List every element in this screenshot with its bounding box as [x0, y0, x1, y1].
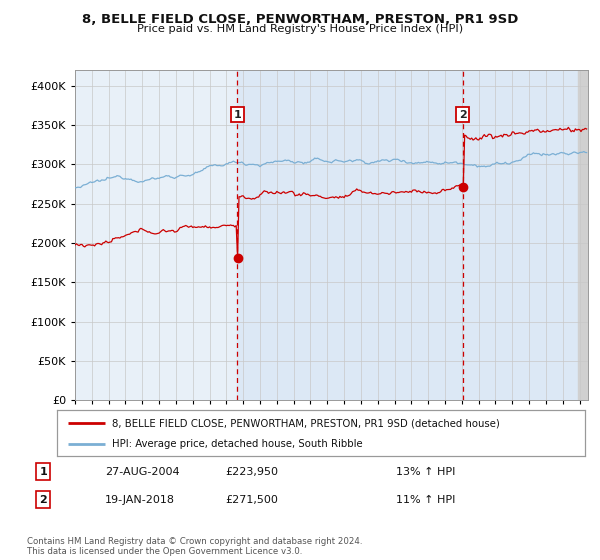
Text: 1: 1	[40, 466, 47, 477]
Text: £223,950: £223,950	[226, 466, 278, 477]
Text: 27-AUG-2004: 27-AUG-2004	[105, 466, 179, 477]
Text: 2: 2	[40, 494, 47, 505]
Bar	[75, 70, 238, 400]
Text: Contains HM Land Registry data © Crown copyright and database right 2024.
This d: Contains HM Land Registry data © Crown c…	[27, 536, 362, 556]
Text: 2: 2	[459, 110, 467, 120]
Text: 8, BELLE FIELD CLOSE, PENWORTHAM, PRESTON, PR1 9SD: 8, BELLE FIELD CLOSE, PENWORTHAM, PRESTO…	[82, 13, 518, 26]
Text: 8, BELLE FIELD CLOSE, PENWORTHAM, PRESTON, PR1 9SD (detached house): 8, BELLE FIELD CLOSE, PENWORTHAM, PRESTO…	[112, 418, 500, 428]
Text: 11% ↑ HPI: 11% ↑ HPI	[396, 494, 455, 505]
Text: £271,500: £271,500	[226, 494, 278, 505]
Text: 19-JAN-2018: 19-JAN-2018	[105, 494, 175, 505]
Text: 1: 1	[233, 110, 241, 120]
Bar	[578, 70, 588, 400]
Text: 13% ↑ HPI: 13% ↑ HPI	[396, 466, 455, 477]
Text: HPI: Average price, detached house, South Ribble: HPI: Average price, detached house, Sout…	[112, 440, 363, 450]
Text: Price paid vs. HM Land Registry's House Price Index (HPI): Price paid vs. HM Land Registry's House …	[137, 24, 463, 34]
Bar	[238, 70, 463, 400]
Bar	[463, 70, 578, 400]
